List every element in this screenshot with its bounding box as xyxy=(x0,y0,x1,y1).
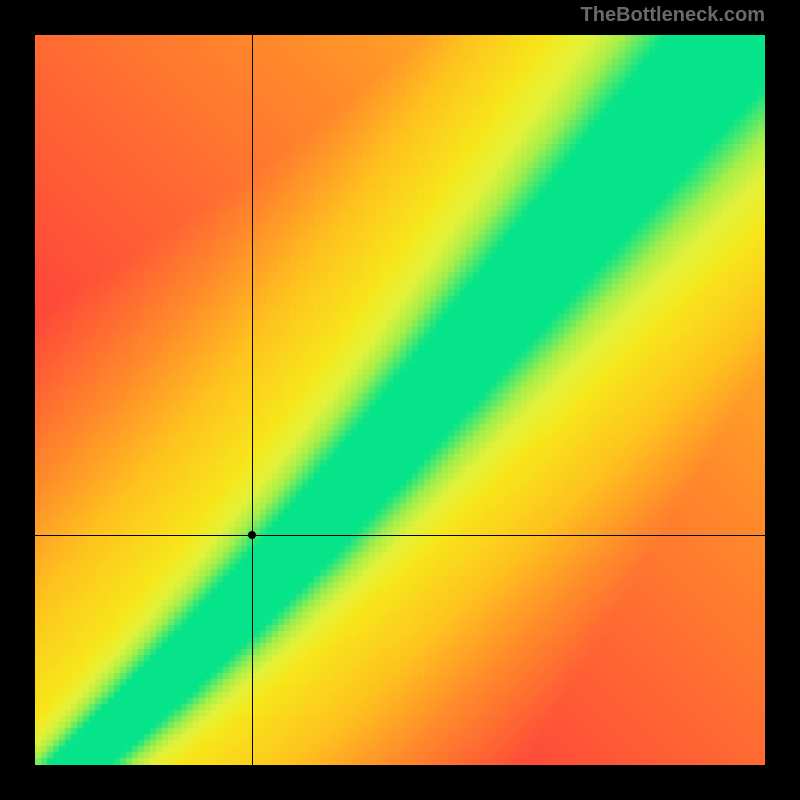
crosshair-vertical xyxy=(252,35,253,765)
plot-area xyxy=(35,35,765,765)
heatmap-canvas xyxy=(35,35,765,765)
attribution-text: TheBottleneck.com xyxy=(581,4,765,27)
crosshair-horizontal xyxy=(35,535,765,536)
chart-container: TheBottleneck.com xyxy=(0,0,800,800)
crosshair-marker xyxy=(248,531,256,539)
